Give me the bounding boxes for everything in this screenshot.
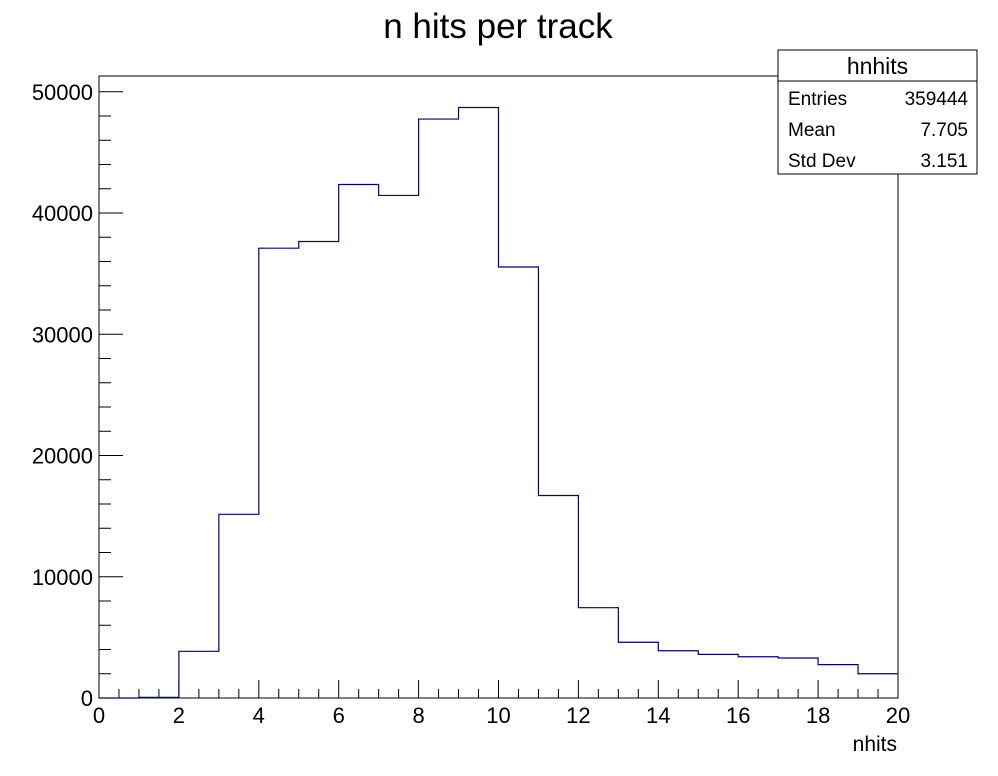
- x-axis: 0 2 4 6 8 10 12 14 16 18 20: [93, 680, 910, 728]
- y-tick-label: 30000: [32, 322, 93, 347]
- histogram-bin: [499, 267, 539, 698]
- stats-mean-value: 7.705: [920, 120, 968, 141]
- x-axis-title: nhits: [853, 733, 897, 756]
- y-tick-label: 20000: [32, 444, 93, 469]
- x-tick-label: 16: [726, 703, 750, 728]
- y-tick-label: 10000: [32, 565, 93, 590]
- x-tick-label: 6: [333, 703, 345, 728]
- x-tick-label: 18: [806, 703, 830, 728]
- x-tick-label: 14: [646, 703, 670, 728]
- stats-mean-label: Mean: [788, 120, 836, 141]
- histogram-bin: [578, 608, 618, 698]
- stats-stddev-label: Std Dev: [788, 151, 856, 172]
- stats-box: hnhits Entries 359444 Mean 7.705 Std Dev…: [777, 49, 978, 175]
- histogram-bins: [139, 108, 898, 698]
- histogram-bin: [259, 248, 299, 698]
- x-tick-label: 20: [886, 703, 910, 728]
- x-tick-label: 0: [93, 703, 105, 728]
- histogram-bin: [459, 108, 499, 698]
- stats-entries-label: Entries: [788, 89, 847, 110]
- histogram-bin: [538, 496, 578, 698]
- y-tick-label: 0: [81, 686, 93, 711]
- histogram-outline: [99, 106, 898, 699]
- histogram-bin: [419, 119, 459, 698]
- x-tick-label: 10: [486, 703, 510, 728]
- x-tick-label: 2: [173, 703, 185, 728]
- stats-box-name: hnhits: [847, 53, 908, 79]
- histogram-bin: [339, 185, 379, 698]
- histogram-bin: [219, 514, 259, 698]
- stats-stddev-value: 3.151: [920, 151, 968, 172]
- y-axis: 0 10000 20000 30000 40000 50000: [32, 80, 123, 711]
- y-tick-label: 50000: [32, 80, 93, 105]
- y-tick-label: 40000: [32, 201, 93, 226]
- histogram-bin: [299, 242, 339, 698]
- stats-box-frame: [777, 49, 978, 175]
- histogram-bin: [379, 195, 419, 698]
- chart-title: n hits per track: [383, 7, 613, 46]
- x-tick-label: 4: [253, 703, 265, 728]
- x-tick-label: 12: [566, 703, 590, 728]
- x-tick-label: 8: [412, 703, 424, 728]
- stats-entries-value: 359444: [905, 89, 969, 110]
